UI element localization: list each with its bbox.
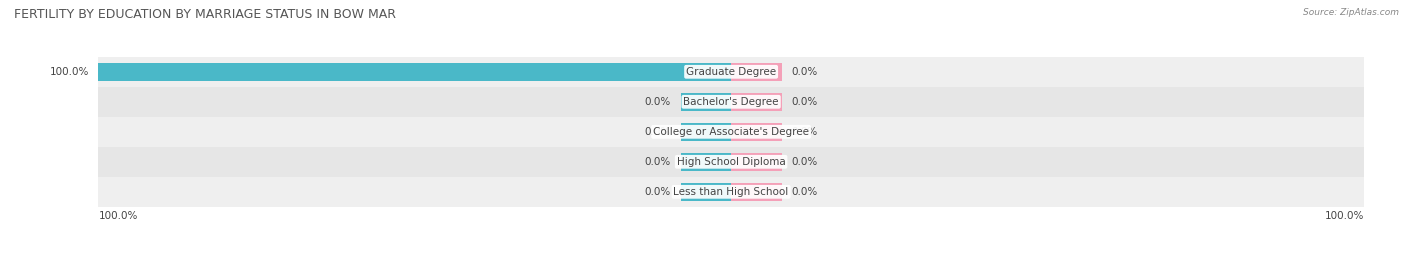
Legend: Married, Unmarried: Married, Unmarried — [652, 266, 810, 269]
Text: 0.0%: 0.0% — [792, 67, 817, 77]
Text: High School Diploma: High School Diploma — [676, 157, 786, 167]
Bar — [98, 87, 1364, 117]
Bar — [98, 147, 1364, 177]
Text: Graduate Degree: Graduate Degree — [686, 67, 776, 77]
Bar — [98, 63, 731, 81]
Text: 0.0%: 0.0% — [645, 187, 671, 197]
Text: Source: ZipAtlas.com: Source: ZipAtlas.com — [1303, 8, 1399, 17]
Text: 0.0%: 0.0% — [792, 97, 817, 107]
Bar — [731, 123, 782, 141]
Text: 0.0%: 0.0% — [792, 127, 817, 137]
Bar — [681, 153, 731, 171]
Text: Less than High School: Less than High School — [673, 187, 789, 197]
Bar — [731, 93, 782, 111]
Text: 100.0%: 100.0% — [1324, 211, 1364, 221]
Bar — [98, 177, 1364, 207]
Bar — [681, 93, 731, 111]
Bar — [731, 153, 782, 171]
Text: 0.0%: 0.0% — [645, 97, 671, 107]
Text: 0.0%: 0.0% — [792, 187, 817, 197]
Bar — [731, 63, 782, 81]
Text: 0.0%: 0.0% — [645, 127, 671, 137]
Bar — [681, 123, 731, 141]
Text: 100.0%: 100.0% — [49, 67, 89, 77]
Bar — [731, 183, 782, 201]
Bar — [681, 183, 731, 201]
Text: 100.0%: 100.0% — [98, 211, 138, 221]
Bar — [98, 117, 1364, 147]
Text: College or Associate's Degree: College or Associate's Degree — [654, 127, 808, 137]
Bar — [98, 57, 1364, 87]
Text: FERTILITY BY EDUCATION BY MARRIAGE STATUS IN BOW MAR: FERTILITY BY EDUCATION BY MARRIAGE STATU… — [14, 8, 396, 21]
Text: 0.0%: 0.0% — [792, 157, 817, 167]
Text: Bachelor's Degree: Bachelor's Degree — [683, 97, 779, 107]
Text: 0.0%: 0.0% — [645, 157, 671, 167]
